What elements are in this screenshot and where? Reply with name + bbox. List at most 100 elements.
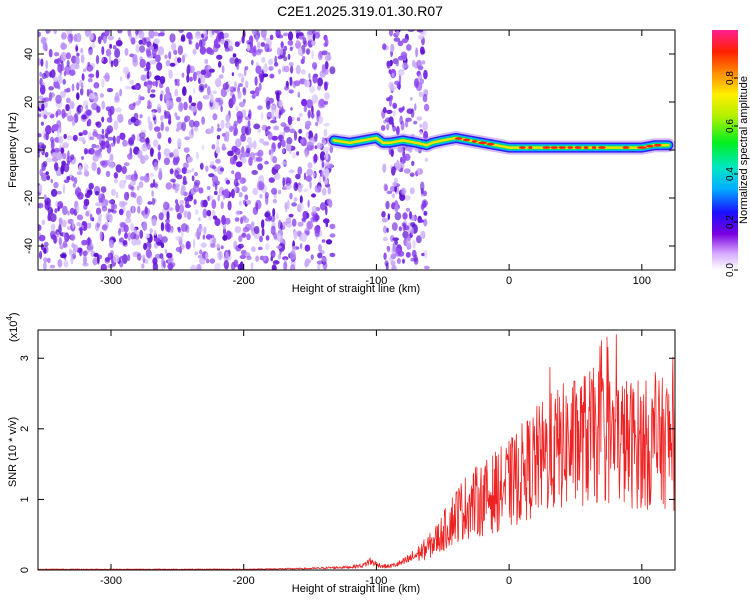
- heatmap-cell: [405, 207, 411, 212]
- heatmap-cell: [293, 181, 299, 192]
- heatmap-cell: [165, 59, 171, 67]
- x-tick-label: 0: [506, 575, 512, 587]
- heatmap-cell: [257, 246, 263, 251]
- heatmap-cell: [274, 62, 279, 67]
- heatmap-cell: [71, 175, 75, 182]
- heatmap-cell: [87, 236, 91, 246]
- heatmap-cell: [153, 161, 159, 171]
- heatmap-cell: [223, 40, 229, 49]
- heatmap-cell: [265, 195, 269, 205]
- heatmap-cell: [318, 244, 322, 252]
- heatmap-cell: [119, 221, 127, 228]
- heatmap-cell: [88, 73, 95, 78]
- heatmap-cell: [83, 163, 89, 172]
- heatmap-cell: [136, 231, 140, 236]
- heatmap-cell: [421, 30, 427, 37]
- heatmap-cell: [290, 264, 296, 270]
- heatmap-cell: [394, 185, 397, 193]
- heatmap-cell: [139, 132, 146, 139]
- heatmap-cell: [205, 252, 208, 261]
- heatmap-cell: [277, 134, 285, 142]
- heatmap-cell: [76, 52, 80, 57]
- heatmap-cell: [298, 32, 304, 37]
- heatmap-cell: [234, 171, 242, 180]
- heatmap-cell: [129, 181, 136, 186]
- heatmap-cell: [278, 189, 282, 195]
- heatmap-cell: [121, 166, 127, 174]
- heatmap-cell: [54, 162, 59, 172]
- heatmap-cell: [381, 211, 386, 218]
- heatmap-cell: [284, 206, 288, 213]
- heatmap-cell: [215, 97, 221, 103]
- heatmap-cell: [291, 218, 297, 227]
- heatmap-cell: [50, 92, 55, 98]
- heatmap-cell: [212, 237, 217, 245]
- heatmap-cell: [238, 83, 244, 87]
- heatmap-cell: [244, 194, 249, 201]
- heatmap-cell: [385, 200, 390, 210]
- heatmap-cell: [240, 77, 244, 83]
- heatmap-cell: [149, 228, 153, 234]
- heatmap-cell: [212, 215, 218, 220]
- heatmap-cell: [277, 253, 282, 260]
- heatmap-cell: [145, 61, 151, 72]
- heatmap-cell: [92, 257, 98, 266]
- heatmap-cell: [118, 208, 124, 216]
- heatmap-cell: [233, 130, 236, 137]
- heatmap-cell: [153, 31, 159, 37]
- colorbar-tick-label: 0.8: [725, 71, 736, 85]
- heatmap-cell: [58, 224, 62, 235]
- heatmap-cell: [317, 50, 323, 61]
- heatmap-cell: [157, 144, 161, 151]
- heatmap-cell: [76, 92, 80, 100]
- heatmap-cell: [130, 116, 136, 123]
- heatmap-cell: [246, 255, 252, 261]
- heatmap-cell: [132, 59, 138, 67]
- heatmap-hotspot: [583, 146, 589, 149]
- heatmap-cell: [80, 82, 84, 90]
- heatmap-cell: [394, 203, 399, 213]
- heatmap-cell: [240, 156, 247, 164]
- heatmap-cell: [420, 187, 424, 195]
- heatmap-cell: [43, 257, 48, 263]
- heatmap-cell: [123, 179, 127, 184]
- heatmap-cell: [78, 132, 83, 137]
- heatmap-cell: [417, 30, 423, 33]
- heatmap-cell: [298, 112, 303, 118]
- heatmap-cell: [317, 252, 323, 259]
- heatmap-cell: [410, 222, 416, 227]
- heatmap-cell: [76, 221, 81, 227]
- heatmap-cell: [100, 263, 107, 270]
- heatmap-cell: [211, 199, 217, 210]
- heatmap-cell: [329, 223, 336, 230]
- heatmap-cell: [261, 124, 268, 131]
- heatmap-cell: [253, 226, 260, 234]
- heatmap-cell: [308, 73, 311, 79]
- heatmap-cell: [271, 110, 274, 120]
- heatmap-cell: [411, 59, 416, 68]
- heatmap-cell: [191, 102, 197, 107]
- heatmap-cell: [240, 217, 243, 225]
- heatmap-cell: [38, 224, 42, 232]
- heatmap-cell: [392, 237, 400, 241]
- x-tick-label: -100: [365, 275, 387, 287]
- heatmap-cell: [75, 45, 79, 52]
- heatmap-cell: [180, 243, 185, 250]
- heatmap-cell: [210, 161, 215, 165]
- heatmap-cell: [329, 145, 334, 154]
- heatmap-cell: [129, 32, 133, 41]
- heatmap-cell: [75, 56, 80, 66]
- heatmap-cell: [129, 147, 133, 157]
- heatmap-cell: [423, 249, 428, 259]
- heatmap-cell: [191, 167, 194, 172]
- heatmap-cell: [181, 167, 188, 174]
- heatmap-cell: [145, 249, 152, 259]
- heatmap-cell: [55, 111, 59, 118]
- heatmap-cell: [62, 78, 66, 85]
- heatmap-cell: [238, 235, 243, 243]
- heatmap-cell: [84, 149, 92, 154]
- heatmap-cell: [293, 229, 298, 240]
- heatmap-cell: [416, 235, 422, 244]
- heatmap-cell: [87, 78, 93, 83]
- heatmap-cell: [175, 186, 180, 192]
